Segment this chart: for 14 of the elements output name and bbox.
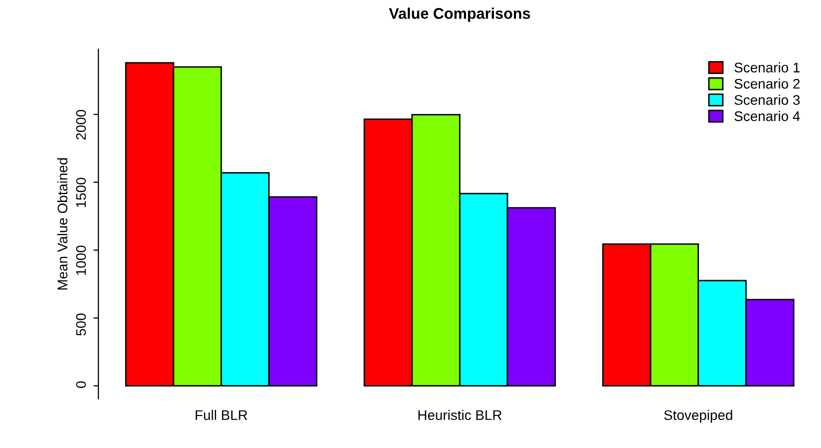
x-tick-label: Heuristic BLR xyxy=(418,410,502,420)
y-tick-label: 0 xyxy=(76,381,86,388)
legend-label: Scenario 2 xyxy=(734,78,800,89)
legend-label: Scenario 3 xyxy=(734,94,800,105)
x-tick-label: Full BLR xyxy=(196,410,248,420)
y-tick-label: 1500 xyxy=(76,178,86,208)
y-tick-label: 2000 xyxy=(76,110,86,140)
legend-label: Scenario 4 xyxy=(734,110,800,122)
y-tick-label: 1000 xyxy=(76,246,86,275)
x-tick-label: Stovepiped xyxy=(664,410,732,423)
chart-title: Value Comparisons xyxy=(388,8,530,22)
legend-label: Scenario 1 xyxy=(734,62,800,72)
y-axis-title: Mean Value Obtained xyxy=(57,158,68,290)
y-tick-label: 500 xyxy=(76,313,86,336)
